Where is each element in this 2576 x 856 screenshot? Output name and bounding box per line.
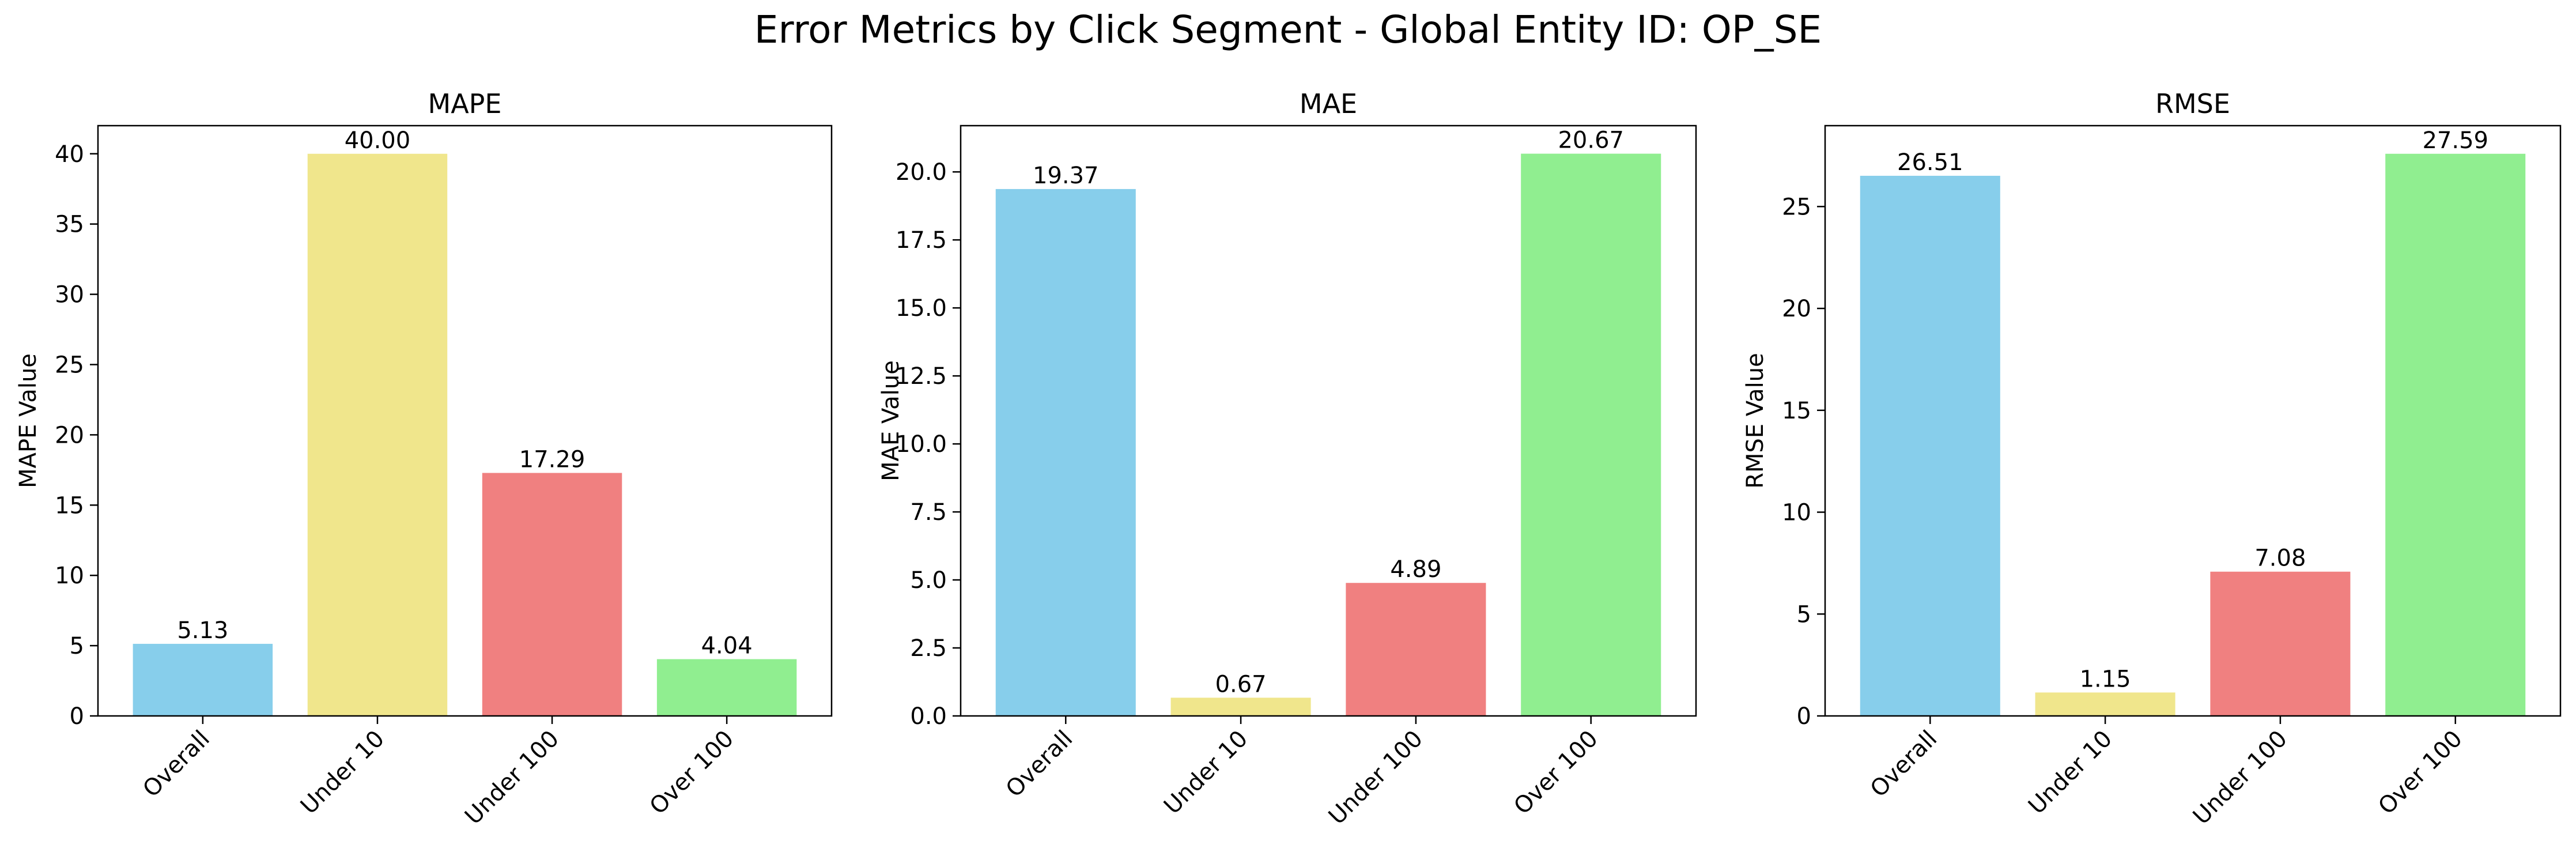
bar-value-label: 7.08 xyxy=(2254,545,2306,572)
bar xyxy=(307,153,448,716)
y-tick-label: 0.0 xyxy=(910,703,947,730)
y-tick-label: 25 xyxy=(1782,194,1811,220)
y-tick-label: 20 xyxy=(1782,296,1811,322)
y-tick-label: 5 xyxy=(70,633,84,659)
y-tick-label: 5 xyxy=(1797,601,1811,628)
y-tick-label: 20 xyxy=(55,422,84,448)
x-tick-label: Under 10 xyxy=(1159,726,1253,820)
bar xyxy=(133,643,273,716)
y-tick-label: 35 xyxy=(55,212,84,238)
y-tick-label: 5.0 xyxy=(910,567,947,594)
subplot-title: MAPE xyxy=(428,88,502,119)
y-tick-label: 15 xyxy=(55,492,84,519)
y-tick-label: 2.5 xyxy=(910,635,947,662)
bar xyxy=(2385,153,2526,716)
subplot-title: RMSE xyxy=(2155,88,2230,119)
x-tick-label: Under 10 xyxy=(2023,726,2117,820)
y-tick-label: 10 xyxy=(1782,500,1811,526)
x-tick-label: Over 100 xyxy=(2373,726,2468,820)
bar-value-label: 19.37 xyxy=(1033,163,1099,189)
bar xyxy=(656,659,797,716)
y-tick-label: 15.0 xyxy=(896,295,947,322)
x-tick-label: Under 100 xyxy=(460,726,564,830)
bar-value-label: 4.89 xyxy=(1390,556,1441,583)
y-tick-label: 7.5 xyxy=(910,499,947,526)
y-axis-label: MAE Value xyxy=(878,360,904,481)
bar-value-label: 4.04 xyxy=(701,633,753,659)
x-tick-label: Under 100 xyxy=(1324,726,1428,830)
bar xyxy=(995,188,1136,717)
y-tick-label: 25 xyxy=(55,352,84,378)
x-tick-label: Under 10 xyxy=(296,726,390,820)
y-tick-label: 40 xyxy=(55,141,84,168)
y-tick-label: 0 xyxy=(1797,703,1811,730)
bar-value-label: 40.00 xyxy=(345,127,411,154)
x-tick-label: Over 100 xyxy=(645,726,739,820)
y-tick-label: 10.0 xyxy=(896,431,947,458)
x-tick-label: Under 100 xyxy=(2188,726,2292,830)
bar xyxy=(1346,583,1486,716)
x-tick-label: Overall xyxy=(138,726,215,803)
bar-value-label: 1.15 xyxy=(2080,666,2131,692)
y-tick-label: 10 xyxy=(55,563,84,589)
figure-title: Error Metrics by Click Segment - Global … xyxy=(754,7,1822,52)
y-tick-label: 15 xyxy=(1782,398,1811,424)
bar xyxy=(1521,153,1661,716)
subplot-title: MAE xyxy=(1300,88,1357,119)
y-tick-label: 20.0 xyxy=(896,159,947,186)
y-tick-label: 12.5 xyxy=(896,363,947,390)
axes-frame xyxy=(1824,125,2562,717)
y-axis-label: MAPE Value xyxy=(15,353,41,488)
bar-value-label: 20.67 xyxy=(1558,127,1624,154)
bar xyxy=(2210,571,2351,716)
bar-value-label: 0.67 xyxy=(1215,671,1267,697)
bar xyxy=(2035,692,2175,716)
bar-value-label: 27.59 xyxy=(2422,127,2488,154)
bar-value-label: 17.29 xyxy=(519,446,586,473)
axes-frame xyxy=(97,125,833,717)
x-tick-label: Overall xyxy=(1865,726,1943,803)
y-axis-label: RMSE Value xyxy=(1742,353,1769,489)
bar xyxy=(1860,175,2000,717)
x-tick-label: Overall xyxy=(1001,726,1078,803)
axes-frame xyxy=(960,125,1697,717)
y-tick-label: 0 xyxy=(70,703,84,730)
bar-value-label: 5.13 xyxy=(177,617,228,644)
y-tick-label: 17.5 xyxy=(896,227,947,254)
x-tick-label: Over 100 xyxy=(1509,726,1603,820)
bar xyxy=(482,473,622,716)
y-tick-label: 30 xyxy=(55,282,84,308)
bar xyxy=(1170,697,1311,716)
bar-value-label: 26.51 xyxy=(1897,149,1963,176)
